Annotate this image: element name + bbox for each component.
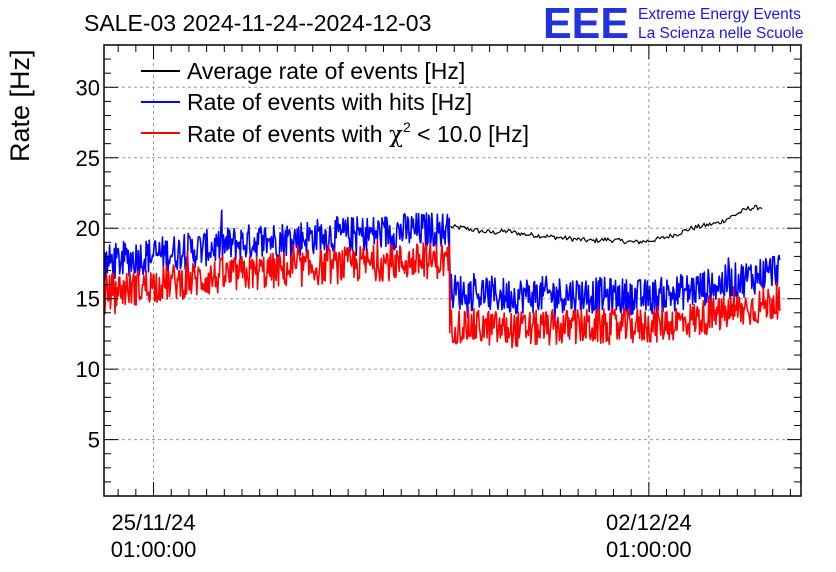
y-tick-label: 5 — [88, 428, 100, 453]
y-tick-label: 30 — [76, 75, 100, 100]
x-tick-label-time: 01:00:00 — [606, 537, 692, 562]
axes: 5101520253025/11/2401:00:0002/12/2401:00… — [76, 44, 802, 562]
chart-title: SALE-03 2024-11-24--2024-12-03 — [84, 10, 431, 36]
legend-label-average: Average rate of events [Hz] — [187, 58, 465, 84]
branding-line2: La Scienza nelle Scuole — [638, 25, 803, 42]
y-axis-label: Rate [Hz] — [5, 49, 35, 162]
legend-label-chi2: Rate of events with χ2 < 10.0 [Hz] — [187, 119, 529, 148]
legend-label-chi2-symbol: χ — [389, 122, 403, 148]
series-line-average — [450, 204, 763, 245]
x-tick-label-date: 02/12/24 — [606, 510, 692, 535]
y-tick-label: 20 — [76, 216, 100, 241]
legend: Average rate of events [Hz] Rate of even… — [141, 58, 529, 148]
legend-label-chi2-rest: < 10.0 [Hz] — [411, 121, 529, 147]
data-layer — [104, 204, 781, 349]
series-line-chi2 — [104, 239, 781, 349]
legend-label-chi2-superscript: 2 — [403, 119, 411, 135]
y-tick-label: 25 — [76, 146, 100, 171]
legend-label-chi2-main: Rate of events with — [187, 121, 389, 147]
x-tick-label-date: 25/11/24 — [112, 510, 196, 535]
plot-frame — [103, 44, 802, 497]
eee-logo: EEE — [543, 0, 629, 48]
branding-line1: Extreme Energy Events — [638, 6, 801, 23]
y-tick-label: 15 — [76, 287, 100, 312]
y-tick-label: 10 — [76, 357, 100, 382]
legend-label-hits: Rate of events with hits [Hz] — [187, 89, 472, 115]
x-tick-label-time: 01:00:00 — [111, 537, 197, 562]
